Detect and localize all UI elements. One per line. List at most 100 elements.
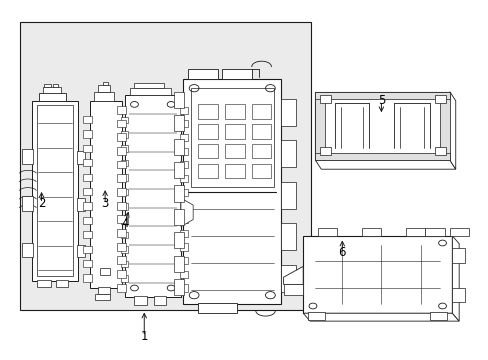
Bar: [117, 215, 125, 223]
Bar: [121, 160, 128, 166]
Bar: [180, 243, 187, 251]
Bar: [77, 151, 84, 164]
Bar: [281, 182, 295, 209]
Bar: [121, 117, 128, 123]
Bar: [77, 245, 84, 257]
Bar: [83, 145, 92, 152]
Bar: [39, 93, 66, 101]
Bar: [439, 92, 449, 160]
Bar: [180, 271, 187, 278]
Bar: [180, 257, 187, 264]
Polygon shape: [449, 92, 455, 169]
Bar: [224, 124, 244, 139]
Text: 1: 1: [140, 330, 148, 343]
Bar: [173, 115, 184, 131]
Bar: [434, 95, 445, 103]
Bar: [188, 69, 217, 79]
Bar: [56, 280, 68, 287]
Bar: [173, 139, 184, 155]
Bar: [121, 246, 128, 253]
Polygon shape: [283, 266, 303, 284]
Bar: [83, 260, 92, 267]
Polygon shape: [303, 313, 458, 321]
Bar: [224, 164, 244, 178]
Bar: [251, 144, 271, 158]
Bar: [180, 202, 187, 210]
Bar: [451, 288, 464, 302]
Bar: [117, 202, 125, 210]
Bar: [117, 229, 125, 237]
Bar: [317, 228, 337, 236]
Bar: [315, 92, 449, 99]
Polygon shape: [451, 236, 458, 321]
Bar: [315, 92, 325, 160]
Bar: [180, 134, 187, 141]
Bar: [173, 162, 184, 178]
Bar: [117, 284, 125, 292]
Bar: [102, 82, 107, 85]
Bar: [180, 284, 187, 292]
Bar: [117, 133, 125, 141]
Bar: [42, 87, 61, 93]
Text: 4: 4: [121, 217, 128, 230]
Bar: [173, 185, 184, 202]
Bar: [83, 246, 92, 253]
Bar: [90, 101, 122, 288]
Bar: [83, 159, 92, 166]
Bar: [173, 209, 184, 225]
Polygon shape: [283, 284, 303, 295]
Bar: [117, 174, 125, 182]
Bar: [22, 196, 33, 211]
Bar: [173, 279, 184, 295]
Bar: [198, 124, 217, 139]
Bar: [32, 101, 78, 281]
Text: 6: 6: [338, 246, 346, 258]
Bar: [100, 268, 110, 275]
Bar: [154, 296, 166, 305]
Bar: [83, 231, 92, 238]
Bar: [83, 116, 92, 123]
Polygon shape: [181, 198, 193, 227]
Bar: [121, 189, 128, 195]
Bar: [121, 232, 128, 238]
Bar: [198, 104, 217, 119]
Bar: [20, 22, 310, 310]
Bar: [173, 92, 184, 108]
Bar: [224, 144, 244, 158]
Bar: [83, 174, 92, 181]
Bar: [77, 198, 84, 211]
Bar: [434, 147, 445, 155]
Bar: [173, 232, 184, 248]
Bar: [425, 228, 444, 236]
Bar: [190, 88, 273, 187]
Bar: [251, 104, 271, 119]
Bar: [53, 84, 58, 87]
Bar: [429, 312, 447, 320]
Bar: [121, 145, 128, 152]
Bar: [83, 188, 92, 195]
Bar: [180, 230, 187, 237]
Bar: [198, 303, 237, 313]
Bar: [83, 202, 92, 210]
Bar: [307, 312, 325, 320]
Bar: [303, 236, 451, 313]
Bar: [451, 248, 464, 263]
Bar: [121, 275, 128, 282]
Bar: [320, 147, 330, 155]
Bar: [117, 147, 125, 155]
Text: 3: 3: [101, 197, 109, 210]
Bar: [44, 84, 51, 87]
Bar: [180, 120, 187, 127]
Bar: [121, 203, 128, 210]
Bar: [129, 88, 171, 95]
Bar: [134, 83, 163, 88]
Bar: [449, 228, 468, 236]
Bar: [121, 131, 128, 138]
Bar: [83, 274, 92, 282]
Bar: [121, 261, 128, 267]
Text: 5: 5: [377, 94, 385, 107]
Bar: [281, 99, 295, 126]
Bar: [315, 92, 449, 160]
Bar: [94, 92, 114, 101]
Bar: [361, 228, 381, 236]
